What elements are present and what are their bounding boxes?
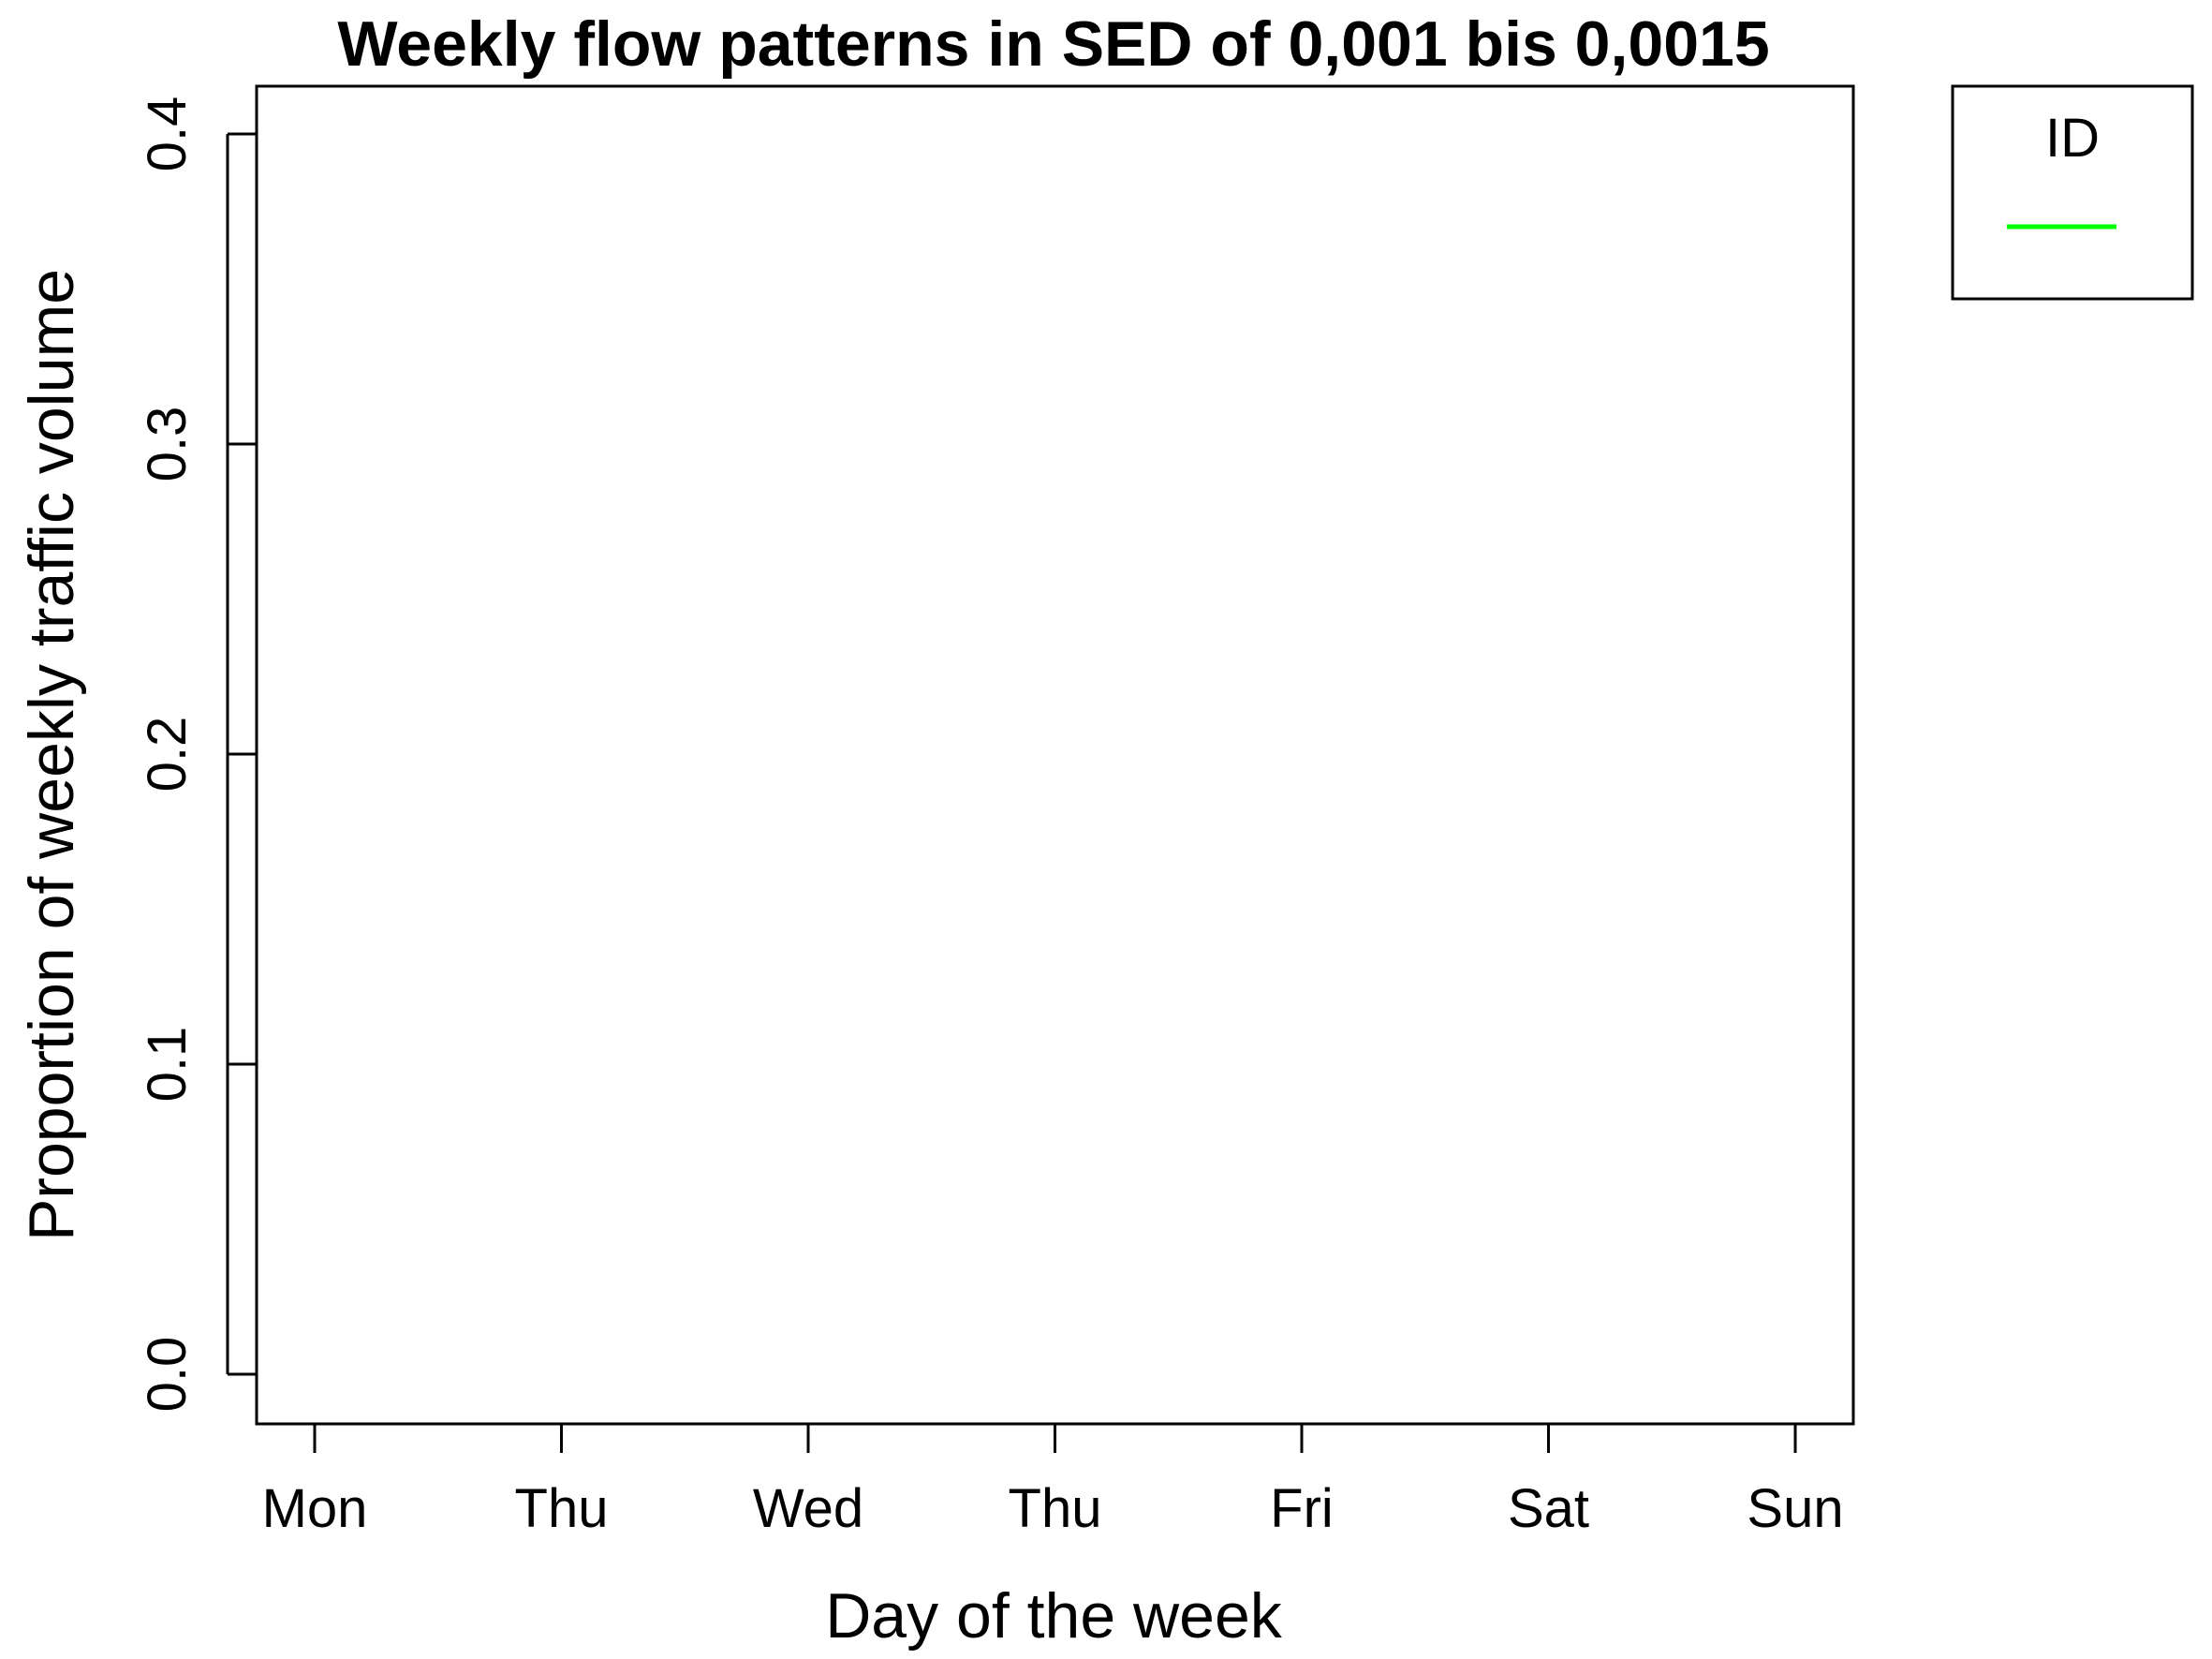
x-tick-label: Thu (1009, 1478, 1102, 1539)
legend: ID (1951, 84, 2194, 301)
x-tick-label: Fri (1270, 1478, 1334, 1539)
x-axis-label: Day of the week (825, 1580, 1283, 1652)
legend-title: ID (2045, 108, 2100, 169)
y-axis-label: Proportion of weekly traffic volume (16, 269, 87, 1241)
plot-area-frame (255, 84, 1855, 1426)
legend-box (1951, 84, 2194, 301)
chart-title: Weekly flow patterns in SED of 0,001 bis… (337, 8, 1769, 80)
x-tick-label: Thu (515, 1478, 609, 1539)
y-tick-label: 0.2 (137, 717, 198, 792)
x-tick-label: Wed (753, 1478, 863, 1539)
y-tick-label: 0.0 (137, 1337, 198, 1413)
x-axis: Mon Thu Wed Thu Fri Sat Sun (262, 1422, 1844, 1539)
x-tick-label: Sat (1508, 1478, 1589, 1539)
x-tick-label: Sun (1747, 1478, 1843, 1539)
y-axis: 0.0 0.1 0.2 0.3 0.4 (137, 96, 257, 1413)
x-tick-label: Mon (262, 1478, 368, 1539)
y-tick-label: 0.4 (137, 96, 198, 172)
y-tick-label: 0.3 (137, 407, 198, 482)
y-tick-label: 0.1 (137, 1027, 198, 1103)
